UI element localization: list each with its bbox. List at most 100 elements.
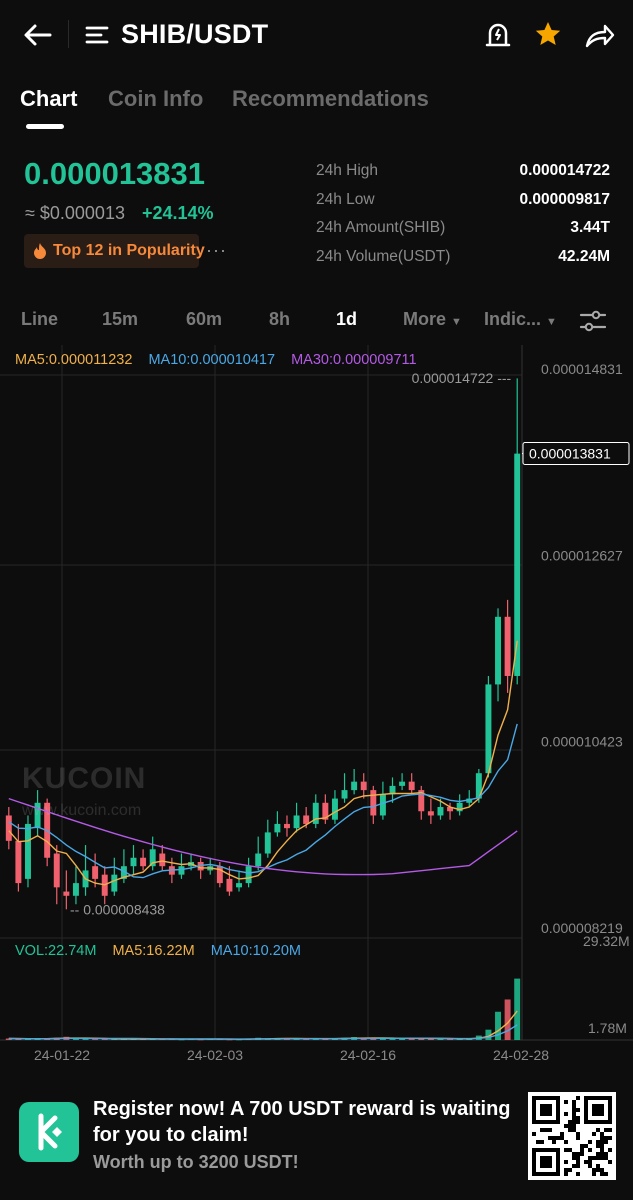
- qr-module: [576, 1120, 580, 1124]
- candle: [514, 453, 521, 676]
- candle: [456, 802, 463, 812]
- candle: [63, 891, 70, 896]
- qr-module: [564, 1160, 568, 1164]
- favorite-star-icon[interactable]: [532, 18, 564, 52]
- qr-module: [588, 1148, 592, 1152]
- interval-1d[interactable]: 1d: [336, 309, 358, 329]
- stat-24h-low: 24h Low 0.000009817: [316, 189, 610, 218]
- candle: [293, 815, 300, 829]
- qr-module: [600, 1156, 604, 1160]
- qr-module: [600, 1120, 604, 1124]
- qr-module: [592, 1120, 596, 1124]
- volume-bar: [389, 1038, 396, 1040]
- qr-code-icon[interactable]: [528, 1092, 616, 1180]
- tab-chart[interactable]: Chart: [20, 86, 78, 111]
- qr-module: [532, 1104, 536, 1108]
- popularity-label: Top 12 in Popularity: [53, 242, 205, 259]
- stat-24h-volume: 24h Volume(USDT) 42.24M: [316, 246, 610, 275]
- candle: [216, 866, 223, 884]
- interval-8h[interactable]: 8h: [269, 309, 291, 329]
- pair-title[interactable]: SHIB/USDT: [121, 19, 269, 49]
- qr-module: [592, 1112, 596, 1116]
- qr-module: [556, 1152, 560, 1156]
- price-change: +24.14%: [142, 203, 214, 223]
- qr-module: [532, 1152, 536, 1156]
- indicators-dropdown[interactable]: Indic... ▼: [484, 309, 557, 330]
- qr-module: [556, 1112, 560, 1116]
- stat-value: 42.24M: [558, 247, 610, 265]
- qr-module: [536, 1148, 540, 1152]
- qr-module: [588, 1160, 592, 1164]
- qr-module: [568, 1168, 572, 1172]
- dropdown-caret-icon: ▼: [546, 316, 557, 328]
- qr-module: [596, 1112, 600, 1116]
- qr-module: [556, 1172, 560, 1176]
- qr-module: [556, 1120, 560, 1124]
- qr-module: [572, 1156, 576, 1160]
- tab-recommendations[interactable]: Recommendations: [232, 86, 429, 111]
- stat-label: 24h Low: [316, 190, 375, 208]
- qr-module: [560, 1136, 564, 1140]
- qr-module: [584, 1104, 588, 1108]
- candle: [72, 883, 79, 896]
- qr-module: [584, 1096, 588, 1100]
- candle: [437, 807, 444, 816]
- qr-module: [552, 1096, 556, 1100]
- qr-module: [548, 1160, 552, 1164]
- qr-module: [596, 1128, 600, 1132]
- date-axis-label: 24-02-16: [340, 1047, 396, 1063]
- chart-settings-icon[interactable]: [578, 308, 608, 334]
- candle: [15, 840, 22, 884]
- qr-module: [552, 1136, 556, 1140]
- back-arrow-icon[interactable]: [20, 18, 60, 54]
- qr-module: [556, 1108, 560, 1112]
- candle: [140, 857, 147, 867]
- volume-bar: [72, 1038, 79, 1040]
- menu-icon[interactable]: [84, 20, 112, 50]
- qr-module: [572, 1104, 576, 1108]
- interval-more[interactable]: More ▼: [403, 309, 462, 330]
- qr-module: [544, 1172, 548, 1176]
- candle: [284, 823, 290, 829]
- qr-module: [596, 1140, 600, 1144]
- qr-module: [600, 1132, 604, 1136]
- qr-module: [564, 1168, 568, 1172]
- more-options-icon[interactable]: ···: [206, 240, 227, 260]
- interval-line[interactable]: Line: [21, 309, 59, 329]
- qr-module: [556, 1100, 560, 1104]
- candlestick-chart[interactable]: 0.000014831 0.000012627 0.000010423 0.00000…: [0, 345, 633, 1070]
- qr-module: [576, 1096, 580, 1100]
- tab-coin-info[interactable]: Coin Info: [108, 86, 204, 111]
- qr-module: [600, 1096, 604, 1100]
- banner-subline: Worth up to 3200 USDT!: [93, 1152, 299, 1172]
- interval-15m[interactable]: 15m: [102, 309, 139, 329]
- share-icon[interactable]: [583, 18, 615, 52]
- qr-module: [552, 1172, 556, 1176]
- stat-24h-high: 24h High 0.000014722: [316, 160, 610, 189]
- popularity-badge[interactable]: Top 12 in Popularity: [24, 234, 205, 268]
- top-bar: SHIB/USDT: [0, 0, 633, 70]
- candle: [111, 874, 118, 892]
- candle: [178, 866, 185, 875]
- qr-module: [556, 1164, 560, 1168]
- qr-module: [596, 1152, 600, 1156]
- qr-module: [532, 1108, 536, 1112]
- qr-module: [564, 1172, 568, 1176]
- register-banner[interactable]: Register now! A 700 USDT reward is waiti…: [0, 1082, 633, 1200]
- price-alert-icon[interactable]: [483, 18, 513, 52]
- qr-module: [544, 1108, 548, 1112]
- qr-module: [604, 1136, 608, 1140]
- qr-module: [540, 1140, 544, 1144]
- kucoin-logo-icon: [19, 1102, 79, 1162]
- candle: [274, 823, 281, 833]
- qr-module: [564, 1124, 568, 1128]
- interval-60m[interactable]: 60m: [186, 309, 223, 329]
- candle: [92, 866, 99, 879]
- candle: [399, 781, 406, 786]
- vol-value: VOL:22.74M: [15, 943, 97, 959]
- high-marker: 0.000014722 ---: [412, 370, 512, 386]
- qr-module: [588, 1140, 592, 1144]
- candle: [495, 616, 501, 685]
- qr-module: [596, 1168, 600, 1172]
- qr-module: [540, 1148, 544, 1152]
